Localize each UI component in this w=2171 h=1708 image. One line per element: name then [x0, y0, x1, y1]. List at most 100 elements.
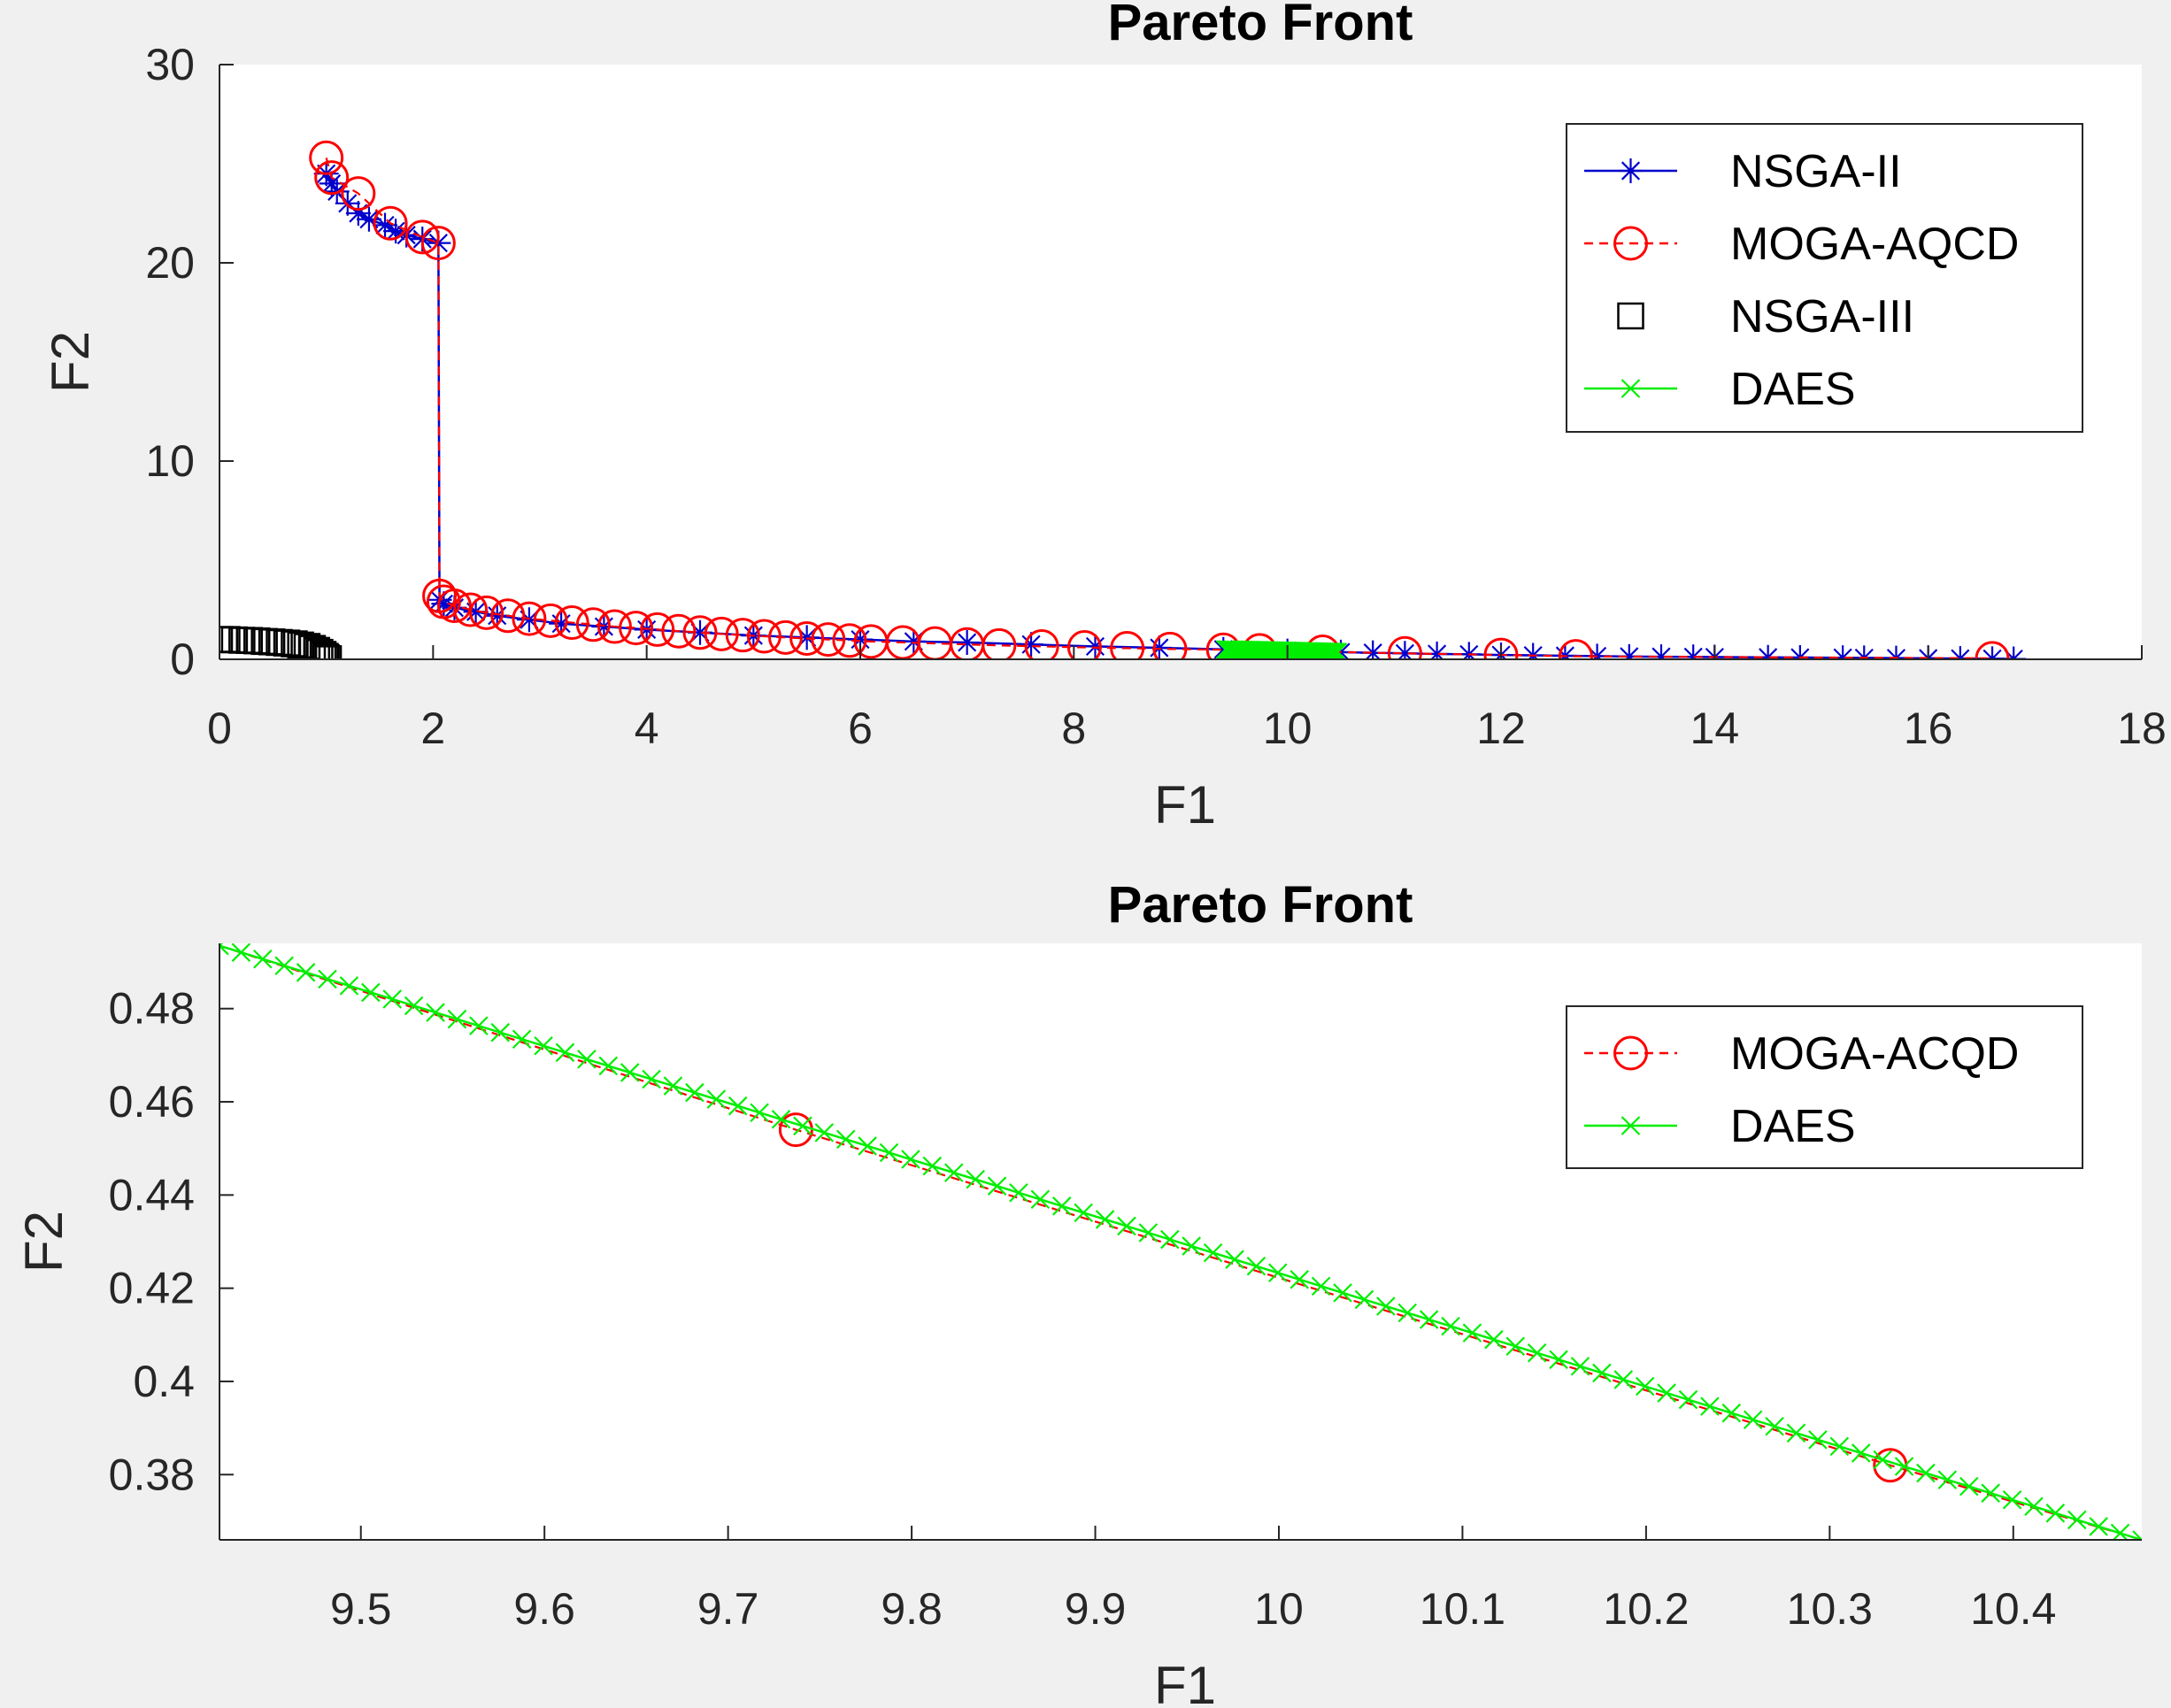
- x-tick-label: 9.9: [1065, 1584, 1127, 1634]
- chart-2: 9.5 9.6 9.7 9.8 9.9 10 10.1 10.2 10.3 10.4 0.38 0.4…: [14, 876, 2142, 1708]
- legend-marker: [1621, 1116, 1641, 1135]
- data-point: [2024, 1496, 2044, 1517]
- data-point: [1354, 1289, 1374, 1310]
- data-point: [771, 1109, 791, 1129]
- data-point: [512, 1029, 532, 1050]
- data-point: [1095, 1210, 1115, 1229]
- data-point: [296, 963, 316, 982]
- data-point: [642, 1069, 661, 1089]
- data-point: [728, 1096, 748, 1116]
- data-point: [318, 969, 337, 989]
- data-point: [309, 140, 344, 175]
- data-point: [793, 1116, 812, 1136]
- data-point: [426, 1003, 445, 1022]
- data-point: [598, 1056, 619, 1076]
- data-point: [1851, 1443, 1871, 1463]
- data-point: [1681, 644, 1706, 659]
- data-point: [314, 160, 350, 196]
- data-point: [1030, 1189, 1051, 1210]
- data-point: [1743, 1410, 1763, 1429]
- data-point: [1462, 1323, 1482, 1343]
- data-point: [1117, 1216, 1136, 1236]
- data-point: [966, 1169, 985, 1189]
- data-point: [1326, 642, 1346, 659]
- y-tick-label: 0.46: [109, 1077, 195, 1127]
- data-point: [490, 598, 526, 634]
- data-point: [879, 1143, 899, 1163]
- data-point: [1981, 1483, 2000, 1503]
- legend-box: [1566, 1005, 2083, 1169]
- data-point: [1009, 1182, 1028, 1203]
- data-point: [1066, 630, 1102, 659]
- series-line: [219, 944, 2142, 1540]
- data-point: [219, 626, 234, 653]
- data-point: [2132, 1530, 2142, 1540]
- data-point: [943, 1163, 964, 1182]
- data-point: [901, 628, 927, 654]
- y-tick-label: 0: [170, 635, 195, 684]
- data-point: [1484, 1329, 1504, 1350]
- x-tick-label: 4: [635, 704, 659, 753]
- legend-marker: [1621, 379, 1641, 398]
- data-point: [436, 589, 472, 624]
- x-tick-label: 10.2: [1603, 1584, 1689, 1634]
- x-tick-label: 6: [848, 704, 873, 753]
- data-point: [533, 603, 568, 638]
- data-point: [2002, 1489, 2022, 1510]
- y-tick-label: 0.4: [133, 1357, 195, 1406]
- data-point: [746, 619, 781, 654]
- data-point: [490, 1022, 511, 1042]
- data-point: [750, 1103, 769, 1122]
- data-point: [309, 641, 337, 659]
- data-point: [1146, 635, 1172, 659]
- legend-label: DAES: [1730, 364, 1856, 415]
- legend-box: [1566, 123, 2083, 433]
- x-tick-label: 9.5: [330, 1584, 392, 1634]
- data-point: [1616, 643, 1642, 659]
- data-point: [1916, 1463, 1936, 1483]
- data-point: [382, 989, 403, 1009]
- data-point: [447, 1009, 467, 1029]
- data-point: [1392, 641, 1418, 659]
- y-tick-label: 0.44: [109, 1170, 195, 1219]
- x-tick-label: 10: [1254, 1584, 1304, 1634]
- data-point: [319, 171, 344, 196]
- data-point: [1483, 637, 1519, 659]
- legend-label: NSGA-III: [1730, 291, 1914, 342]
- data-point: [1110, 630, 1145, 659]
- legend-marker: [1613, 1035, 1648, 1071]
- legend-label: DAES: [1730, 1101, 1856, 1152]
- data-point: [339, 976, 359, 996]
- data-point: [1649, 644, 1674, 659]
- data-point: [1290, 1270, 1309, 1289]
- data-point: [1786, 1423, 1806, 1443]
- data-point: [768, 619, 804, 655]
- chart-1: 0 2 4 6 8 10 12 14 16 18 0 10 20 30 Pareto Front F1 F2 NS…: [41, 0, 2167, 835]
- data-point: [303, 636, 331, 659]
- data-point: [1527, 1343, 1547, 1363]
- x-tick-label: 18: [2117, 704, 2167, 753]
- data-point: [274, 956, 294, 976]
- data-point: [2089, 1517, 2108, 1536]
- legend: MOGA-ACQD DAES: [1566, 1005, 2083, 1169]
- data-point: [1894, 1457, 1914, 1476]
- data-point: [1152, 631, 1188, 659]
- data-layer: [219, 140, 2027, 659]
- data-point: [298, 635, 327, 659]
- data-point: [1074, 1203, 1093, 1223]
- data-point: [575, 607, 611, 642]
- data-point: [341, 176, 376, 212]
- data-point: [922, 1156, 943, 1176]
- data-point: [1937, 1470, 1958, 1489]
- data-point: [685, 1082, 704, 1103]
- legend-marker: [1617, 302, 1644, 330]
- data-point: [1700, 1396, 1720, 1416]
- data-point: [1755, 644, 1781, 659]
- data-point: [420, 226, 456, 261]
- y-axis-label: F2: [14, 1211, 73, 1273]
- data-point: [1419, 1310, 1439, 1329]
- data-point: [794, 625, 820, 650]
- x-axis-label: F1: [1154, 1656, 1216, 1708]
- data-point: [1376, 1296, 1396, 1316]
